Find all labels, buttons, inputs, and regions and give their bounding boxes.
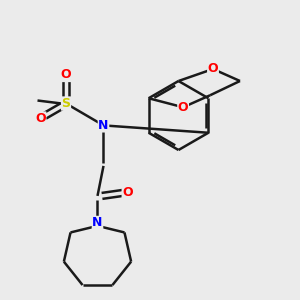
Text: N: N	[92, 216, 103, 230]
Text: S: S	[61, 97, 70, 110]
Text: O: O	[122, 186, 133, 200]
Text: O: O	[35, 112, 46, 125]
Text: N: N	[98, 119, 109, 132]
Text: O: O	[61, 68, 71, 82]
Text: O: O	[178, 101, 188, 114]
Text: O: O	[208, 62, 218, 76]
